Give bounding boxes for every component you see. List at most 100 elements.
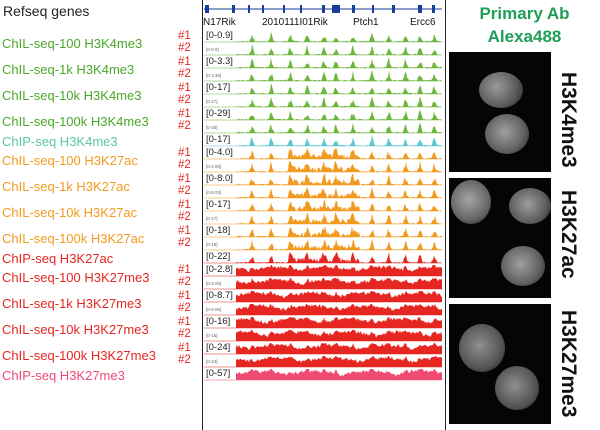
replicate-label: #2 xyxy=(178,302,191,314)
replicate-label: #1 xyxy=(178,316,191,328)
signal-track xyxy=(236,122,442,133)
replicate-label: #2 xyxy=(178,159,191,171)
signal-track xyxy=(236,200,442,211)
track-range: [0-57] xyxy=(206,368,231,379)
track-range: [0-3.30] xyxy=(206,73,222,78)
track-range: [0-3.00] xyxy=(206,281,222,286)
track-range: [0-17] xyxy=(206,134,231,145)
gene-exon xyxy=(300,5,302,13)
track-range: [0-0.9] xyxy=(206,47,219,52)
track-label: ChIL-seq-1k H3K27me3 xyxy=(2,296,142,311)
signal-track xyxy=(236,265,442,276)
track-range: [0-29] xyxy=(206,108,231,119)
track-range: [0-17] xyxy=(206,82,231,93)
track-label: ChIL-seq-10k H3K27me3 xyxy=(2,322,149,337)
replicate-label: #2 xyxy=(178,94,191,106)
replicate-label: #1 xyxy=(178,147,191,159)
signal-track xyxy=(236,57,442,68)
replicate-label: #2 xyxy=(178,42,191,54)
track-range: [0-9.00] xyxy=(206,307,222,312)
gene-exon xyxy=(392,5,395,13)
track-range: [0-24] xyxy=(206,359,218,364)
track-range: [0-22] xyxy=(206,251,231,262)
replicate-label: #1 xyxy=(178,82,191,94)
replicate-label: #2 xyxy=(178,237,191,249)
nucleus xyxy=(485,114,529,154)
mark-label-h3k27ac: H3K27ac xyxy=(557,190,580,279)
signal-track xyxy=(236,278,442,289)
nucleus xyxy=(451,180,491,224)
track-range: [0-17] xyxy=(206,199,231,210)
signal-track xyxy=(236,70,442,81)
gene-label-ptch1: Ptch1 xyxy=(353,17,379,28)
gene-label-n17rik: N17Rik xyxy=(203,17,236,28)
signal-track xyxy=(236,239,442,250)
header-line-2: Alexa488 xyxy=(487,27,562,46)
signal-track xyxy=(236,330,442,341)
signal-track xyxy=(236,356,442,367)
track-label: ChIL-seq-100 H3K4me3 xyxy=(2,36,143,51)
refseq-genes-label: Refseq genes xyxy=(3,3,90,19)
gene-exon xyxy=(432,5,435,13)
replicate-label: #2 xyxy=(178,211,191,223)
track-range: [0-18] xyxy=(206,242,218,247)
replicate-label: #2 xyxy=(178,276,191,288)
signal-track xyxy=(236,226,442,237)
replicate-label: #1 xyxy=(178,290,191,302)
signal-track xyxy=(236,317,442,328)
signal-track xyxy=(236,44,442,55)
replicate-label: #2 xyxy=(178,120,191,132)
gene-exon xyxy=(283,5,285,13)
signal-track xyxy=(236,83,442,94)
track-range: [0-17] xyxy=(206,99,218,104)
gene-exon xyxy=(332,5,340,13)
signal-track xyxy=(236,161,442,172)
gene-label-2010111i01rik: 2010111I01Rik xyxy=(262,17,328,28)
replicate-label: #1 xyxy=(178,199,191,211)
track-label: ChIP-seq H3K27me3 xyxy=(2,368,125,383)
signal-track xyxy=(236,369,442,380)
signal-track xyxy=(236,304,442,315)
gene-exon xyxy=(232,5,235,13)
track-label: ChIL-seq-100k H3K4me3 xyxy=(2,114,149,129)
replicate-label: #1 xyxy=(178,342,191,354)
signal-track xyxy=(236,174,442,185)
track-range: [0-0.9] xyxy=(206,30,233,41)
track-label: ChIL-seq-100k H3K27ac xyxy=(2,231,145,246)
gene-exon xyxy=(418,5,422,13)
mark-label-h3k27me3: H3K27me3 xyxy=(557,310,580,418)
nucleus xyxy=(495,366,539,410)
refseq-gene-track: N17Rik 2010111I01Rik Ptch1 Ercc6 xyxy=(202,0,447,30)
microscopy-panel-h3k4me3 xyxy=(449,52,551,172)
track-label: ChIL-seq-100k H3K27me3 xyxy=(2,348,156,363)
genome-browser-panel xyxy=(202,0,446,430)
track-range: [0-8.7] xyxy=(206,290,233,301)
track-label: ChIL-seq-100 H3K27me3 xyxy=(2,270,150,285)
replicate-label: #2 xyxy=(178,328,191,340)
replicate-label: #1 xyxy=(178,108,191,120)
track-range: [0-4.00] xyxy=(206,164,222,169)
signal-track xyxy=(236,135,442,146)
gene-label-ercc6: Ercc6 xyxy=(410,17,436,28)
track-label: ChIP-seq H3K27ac xyxy=(2,251,114,266)
gene-exon xyxy=(262,5,264,13)
signal-track xyxy=(236,187,442,198)
track-range: [0-17] xyxy=(206,216,218,221)
replicate-label: #1 xyxy=(178,173,191,185)
track-range: [0-18] xyxy=(206,225,231,236)
gene-exon xyxy=(248,5,250,13)
signal-track xyxy=(236,252,442,263)
track-range: [0-8.00] xyxy=(206,190,222,195)
gene-exon xyxy=(352,5,355,13)
replicate-label: #2 xyxy=(178,185,191,197)
track-range: [0-30] xyxy=(206,125,218,130)
gene-exon xyxy=(322,5,325,13)
gene-exon xyxy=(205,5,209,13)
primary-ab-header: Primary Ab Alexa488 xyxy=(452,2,597,48)
track-label: ChIL-seq-10k H3K27ac xyxy=(2,205,138,220)
microscopy-panel-h3k27ac xyxy=(449,178,551,298)
track-range: [0-16] xyxy=(206,333,218,338)
track-label: ChIL-seq-1k H3K4me3 xyxy=(2,62,135,77)
